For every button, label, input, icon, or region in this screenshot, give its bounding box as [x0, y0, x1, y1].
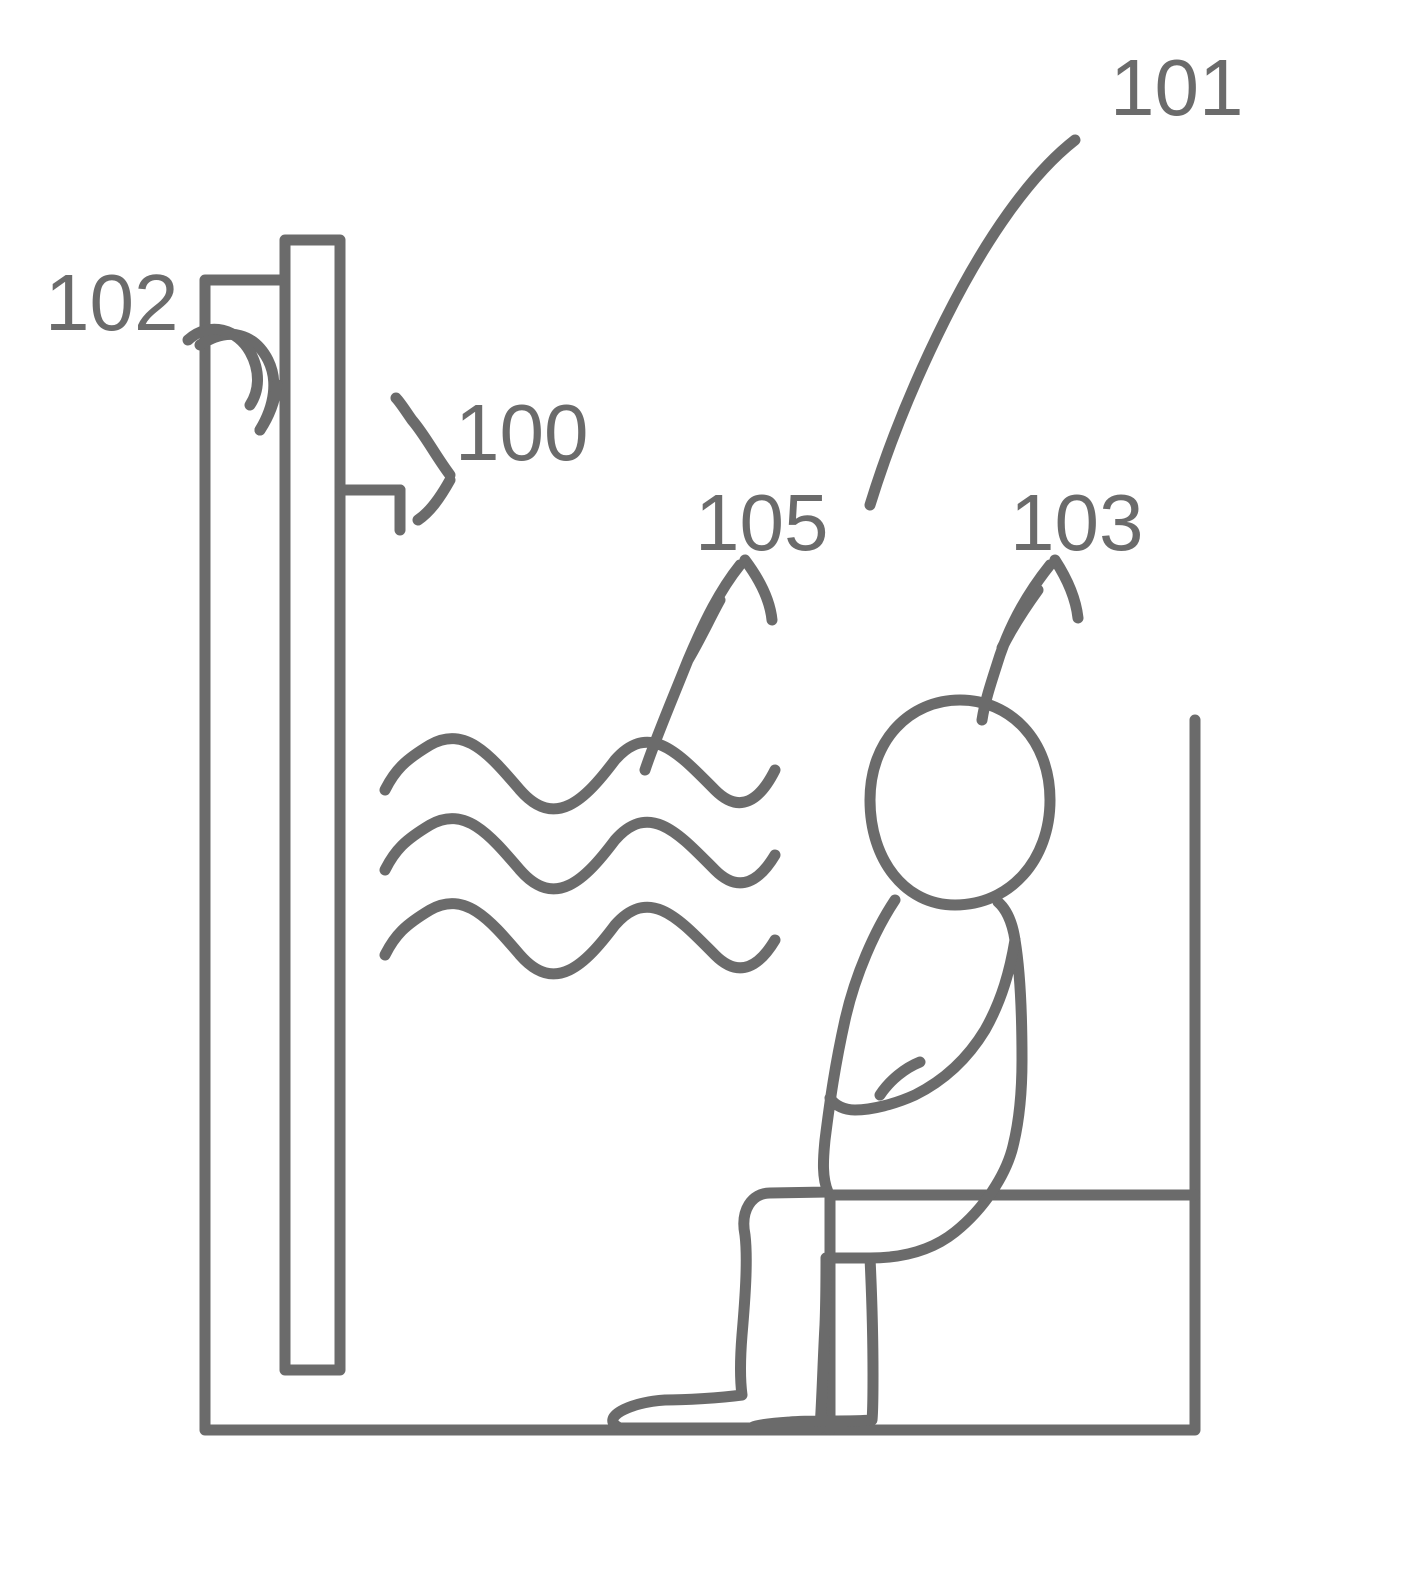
- leader-101: [870, 140, 1075, 505]
- person-head: [870, 700, 1050, 905]
- leader-103b: [1055, 560, 1078, 618]
- label-105: 105: [695, 478, 828, 567]
- leader-100: [396, 398, 450, 475]
- label-102: 102: [45, 258, 178, 347]
- label-100: 100: [455, 388, 588, 477]
- leader-105b: [745, 560, 772, 620]
- leader-103: [982, 565, 1050, 720]
- person-body: [613, 900, 1022, 1430]
- label-101: 101: [1110, 43, 1243, 132]
- heat-wave-1: [385, 739, 775, 809]
- leader-105: [645, 565, 740, 770]
- heat-wave-2: [385, 819, 775, 889]
- label-103: 103: [1010, 478, 1143, 567]
- leader-100b: [418, 480, 450, 520]
- heat-wave-3: [385, 904, 775, 974]
- bench: [830, 1195, 1195, 1430]
- heater-panel: [285, 240, 340, 1370]
